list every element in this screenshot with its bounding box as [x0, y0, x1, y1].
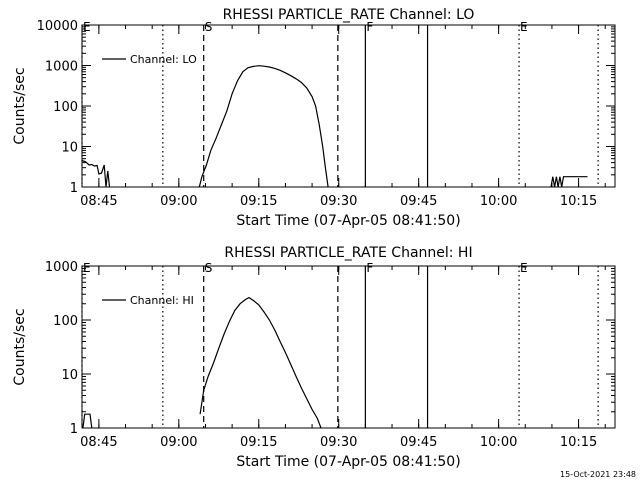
marker-label: E — [520, 261, 528, 275]
x-tick-label: 09:15 — [240, 435, 277, 450]
marker-label: F — [366, 261, 373, 275]
x-tick-label: 09:45 — [400, 435, 437, 450]
y-tick-label: 10 — [61, 368, 78, 383]
x-tick-label: 09:00 — [160, 194, 197, 209]
x-tick-label: 09:45 — [400, 194, 437, 209]
y-axis-label: Counts/sec — [12, 308, 28, 385]
y-tick-label: 1000 — [45, 60, 78, 75]
x-tick-label: 10:00 — [480, 435, 517, 450]
marker-label: S — [205, 20, 213, 34]
y-tick-label: 100 — [53, 100, 78, 115]
legend-label: Channel: HI — [130, 294, 194, 307]
x-tick-label: 09:00 — [160, 435, 197, 450]
y-tick-label: 10000 — [37, 19, 78, 34]
data-line-segment — [198, 65, 329, 188]
marker-label: F — [366, 20, 373, 34]
chart-title: RHESSI PARTICLE_RATE Channel: HI — [224, 245, 472, 261]
y-tick-label: 100 — [53, 314, 78, 329]
y-tick-label: 1 — [70, 422, 78, 437]
x-tick-label: 08:45 — [80, 435, 117, 450]
chart-title: RHESSI PARTICLE_RATE Channel: LO — [223, 7, 475, 23]
plot-frame — [81, 24, 616, 188]
data-line-segment — [550, 176, 588, 188]
data-line-segment — [81, 159, 111, 188]
x-tick-label: 10:15 — [560, 435, 597, 450]
marker-label: S — [205, 261, 213, 275]
x-tick-label: 09:30 — [320, 435, 357, 450]
footer-timestamp: 15-Oct-2021 23:48 — [560, 470, 636, 479]
y-tick-label: 1 — [70, 181, 78, 196]
x-tick-label: 08:45 — [80, 194, 117, 209]
x-axis-label: Start Time (07-Apr-05 08:41:50) — [236, 454, 460, 470]
data-line-segment — [82, 413, 93, 429]
marker-label: E — [520, 20, 528, 34]
x-tick-label: 10:15 — [560, 194, 597, 209]
hi-channel-panel: RHESSI PARTICLE_RATE Channel: HI 1 10 100 10… — [12, 245, 616, 470]
y-tick-label: 1000 — [45, 260, 78, 275]
lo-channel-panel: RHESSI PARTICLE_RATE Channel: LO 1 10 100 10… — [12, 7, 616, 229]
marker-label: E — [83, 20, 91, 34]
x-axis-label: Start Time (07-Apr-05 08:41:50) — [236, 213, 460, 229]
x-tick-label: 09:30 — [320, 194, 357, 209]
legend-label: Channel: LO — [130, 53, 197, 66]
data-line-segment — [199, 296, 322, 429]
y-axis-label: Counts/sec — [12, 67, 28, 144]
plot-frame — [81, 265, 616, 429]
x-tick-label: 10:00 — [480, 194, 517, 209]
y-tick-label: 10 — [61, 141, 78, 156]
x-tick-label: 09:15 — [240, 194, 277, 209]
marker-label: E — [83, 261, 91, 275]
